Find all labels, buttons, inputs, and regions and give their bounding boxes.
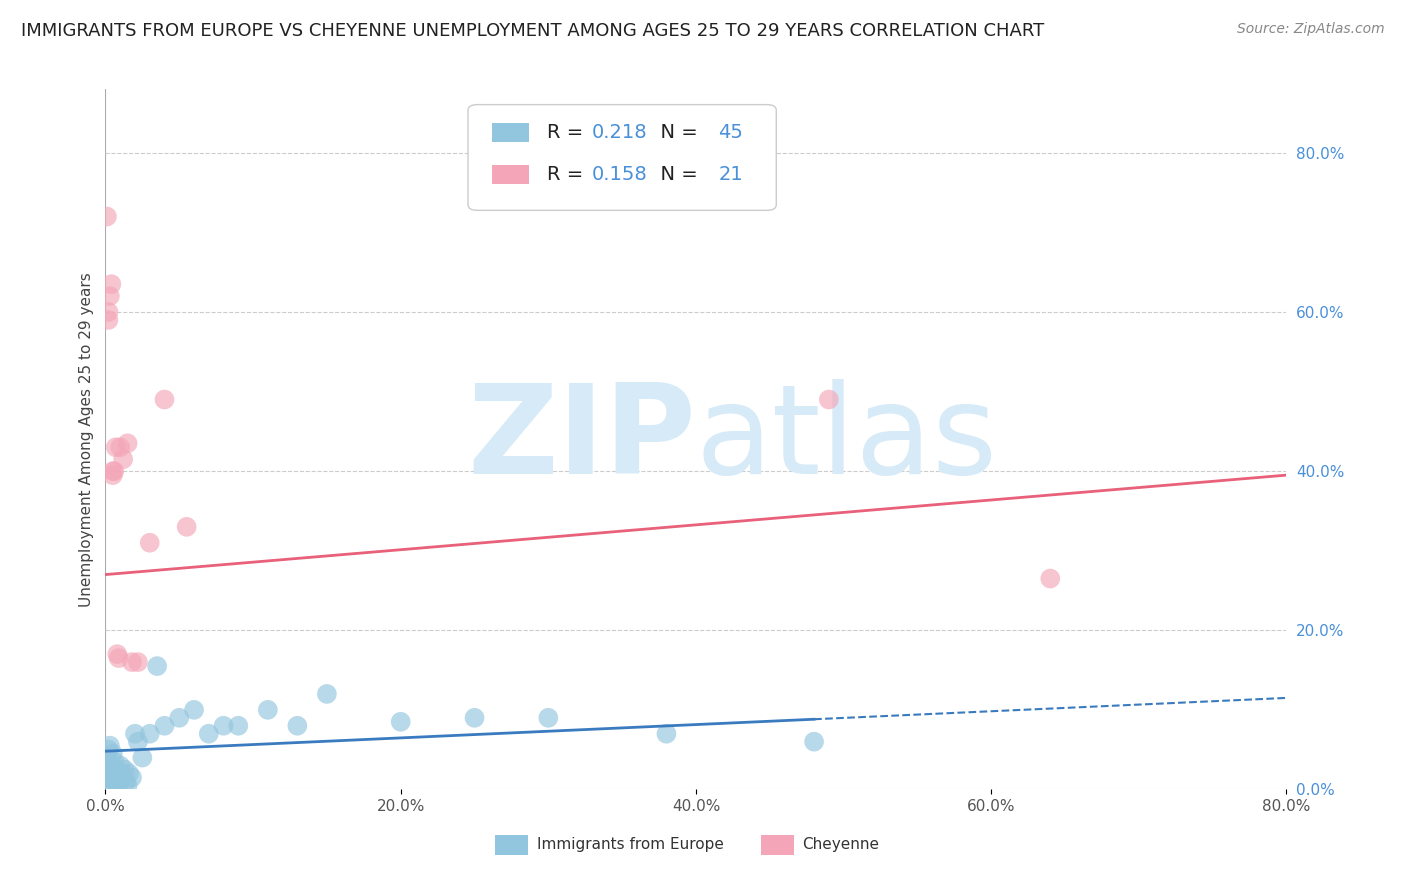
Text: 0.158: 0.158 bbox=[592, 165, 648, 184]
Text: 21: 21 bbox=[718, 165, 744, 184]
Point bbox=[98, 771, 121, 785]
Point bbox=[101, 468, 124, 483]
Text: Cheyenne: Cheyenne bbox=[803, 838, 879, 852]
Point bbox=[153, 719, 176, 733]
Y-axis label: Unemployment Among Ages 25 to 29 years: Unemployment Among Ages 25 to 29 years bbox=[79, 272, 94, 607]
Point bbox=[146, 659, 169, 673]
Point bbox=[96, 210, 118, 224]
Point bbox=[138, 535, 162, 549]
Point bbox=[110, 758, 132, 772]
FancyBboxPatch shape bbox=[468, 104, 776, 211]
Point bbox=[103, 772, 125, 787]
Text: ZIP: ZIP bbox=[467, 379, 696, 500]
Point bbox=[100, 277, 122, 292]
Point bbox=[97, 313, 120, 327]
Point bbox=[112, 452, 135, 467]
Point bbox=[103, 755, 125, 769]
Point bbox=[103, 464, 125, 478]
Point bbox=[127, 734, 149, 748]
Point bbox=[104, 763, 127, 777]
Point bbox=[110, 440, 132, 454]
Text: R =: R = bbox=[547, 123, 589, 142]
Point bbox=[100, 758, 122, 772]
Point bbox=[114, 763, 136, 777]
Point bbox=[287, 719, 309, 733]
Text: Immigrants from Europe: Immigrants from Europe bbox=[537, 838, 724, 852]
Point bbox=[107, 771, 129, 785]
Point bbox=[98, 289, 121, 303]
Bar bbox=[492, 123, 530, 142]
Point bbox=[212, 719, 235, 733]
Point bbox=[117, 779, 139, 793]
Point bbox=[104, 440, 127, 454]
Point bbox=[803, 734, 825, 748]
Text: 45: 45 bbox=[718, 123, 744, 142]
Point bbox=[112, 771, 135, 785]
Point bbox=[257, 703, 280, 717]
Point bbox=[117, 436, 139, 450]
Text: N =: N = bbox=[648, 123, 703, 142]
Text: atlas: atlas bbox=[696, 379, 998, 500]
Point bbox=[105, 647, 128, 661]
Text: 0.218: 0.218 bbox=[592, 123, 648, 142]
Point bbox=[100, 774, 122, 789]
Point bbox=[101, 464, 124, 478]
Point bbox=[537, 711, 560, 725]
Point bbox=[228, 719, 250, 733]
Point bbox=[121, 771, 143, 785]
Point bbox=[138, 727, 162, 741]
Point bbox=[111, 766, 134, 780]
Bar bbox=[492, 165, 530, 184]
Point bbox=[97, 742, 120, 756]
Point bbox=[97, 766, 120, 780]
Bar bbox=[495, 835, 529, 855]
Point bbox=[127, 655, 149, 669]
Point bbox=[197, 727, 219, 741]
Point bbox=[183, 703, 205, 717]
Bar bbox=[761, 835, 794, 855]
Text: IMMIGRANTS FROM EUROPE VS CHEYENNE UNEMPLOYMENT AMONG AGES 25 TO 29 YEARS CORREL: IMMIGRANTS FROM EUROPE VS CHEYENNE UNEMP… bbox=[21, 22, 1045, 40]
Point bbox=[115, 774, 138, 789]
Point bbox=[169, 711, 191, 725]
Point bbox=[101, 776, 124, 790]
Point bbox=[96, 763, 118, 777]
Point bbox=[389, 714, 412, 729]
Text: N =: N = bbox=[648, 165, 703, 184]
Point bbox=[655, 727, 678, 741]
Text: R =: R = bbox=[547, 165, 589, 184]
Point bbox=[101, 747, 124, 761]
Point bbox=[1039, 572, 1062, 586]
Point bbox=[176, 520, 198, 534]
Point bbox=[107, 651, 129, 665]
Point bbox=[105, 766, 128, 780]
Point bbox=[118, 766, 141, 780]
Point bbox=[153, 392, 176, 407]
Point bbox=[818, 392, 841, 407]
Point bbox=[110, 774, 132, 789]
Point bbox=[105, 779, 128, 793]
Point bbox=[98, 739, 121, 753]
Point bbox=[131, 750, 153, 764]
Point bbox=[464, 711, 486, 725]
Point bbox=[97, 305, 120, 319]
Text: Source: ZipAtlas.com: Source: ZipAtlas.com bbox=[1237, 22, 1385, 37]
Point bbox=[315, 687, 337, 701]
Point bbox=[121, 655, 143, 669]
Point bbox=[96, 750, 118, 764]
Point bbox=[104, 776, 127, 790]
Point bbox=[124, 727, 146, 741]
